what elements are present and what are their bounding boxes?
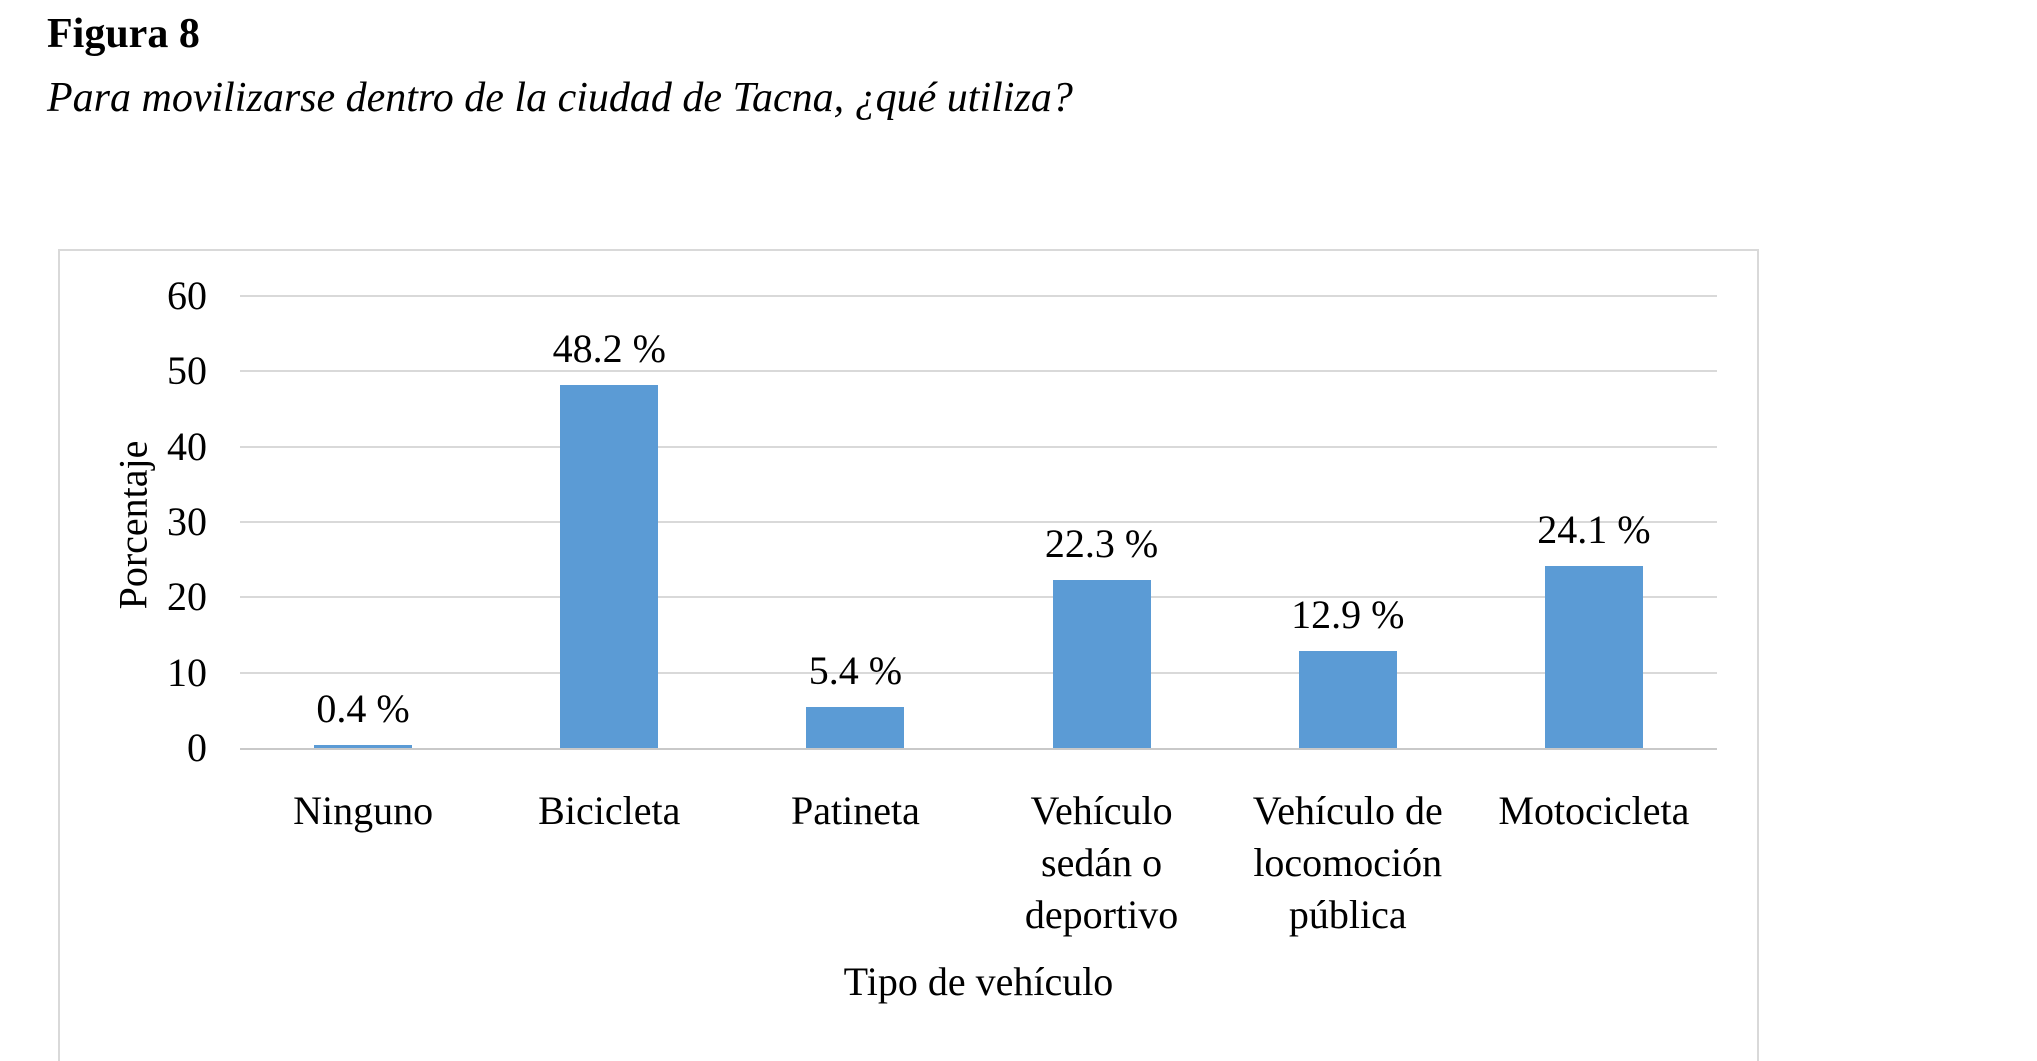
x-category-label: Patineta [790, 788, 920, 833]
x-category-label: Vehículo sedán o deportivo [1024, 788, 1179, 937]
bar [806, 707, 904, 748]
y-tick-label: 40 [167, 423, 207, 469]
x-category-label: Ninguno [293, 788, 434, 833]
bar-value-label: 22.3 % [1044, 521, 1159, 566]
bar-value-label: 48.2 % [552, 326, 666, 371]
bar-value-label: 24.1 % [1537, 507, 1651, 552]
bar [1053, 580, 1151, 748]
chart-area: Porcentaje Tipo de vehículo 0 10 20 30 40 50 6… [58, 249, 1759, 1061]
x-category-label: Motocicleta [1498, 788, 1690, 833]
y-tick-label: 60 [167, 273, 207, 318]
y-gridline [240, 445, 1717, 448]
figure-label: Figura 8 [47, 11, 200, 57]
y-gridline [240, 295, 1717, 297]
x-category-label: Bicicleta [538, 788, 681, 833]
bar [1299, 651, 1397, 748]
x-axis-title: Tipo de vehículo [843, 959, 1114, 1004]
bar [560, 385, 658, 748]
figure-caption: Para movilizarse dentro de la ciudad de … [47, 75, 1073, 121]
y-tick-label: 50 [167, 348, 207, 394]
y-tick-label: 20 [167, 574, 207, 620]
y-tick-label: 0 [187, 725, 207, 770]
y-gridline [240, 596, 1717, 599]
bar-value-label: 5.4 % [808, 648, 903, 693]
y-gridline [240, 370, 1717, 373]
bar [314, 745, 412, 748]
bar [1545, 566, 1643, 748]
x-category-label: Vehículo de locomoción pública [1252, 788, 1443, 937]
y-gridline [240, 521, 1717, 523]
y-tick-label: 30 [167, 499, 207, 544]
y-gridline [240, 671, 1717, 674]
plot-area: Porcentaje Tipo de vehículo 0 10 20 30 40 50 6… [111, 273, 1717, 1004]
bar-value-label: 0.4 % [316, 686, 410, 731]
bar-value-label: 12.9 % [1291, 592, 1405, 637]
y-tick-label: 10 [167, 649, 207, 695]
